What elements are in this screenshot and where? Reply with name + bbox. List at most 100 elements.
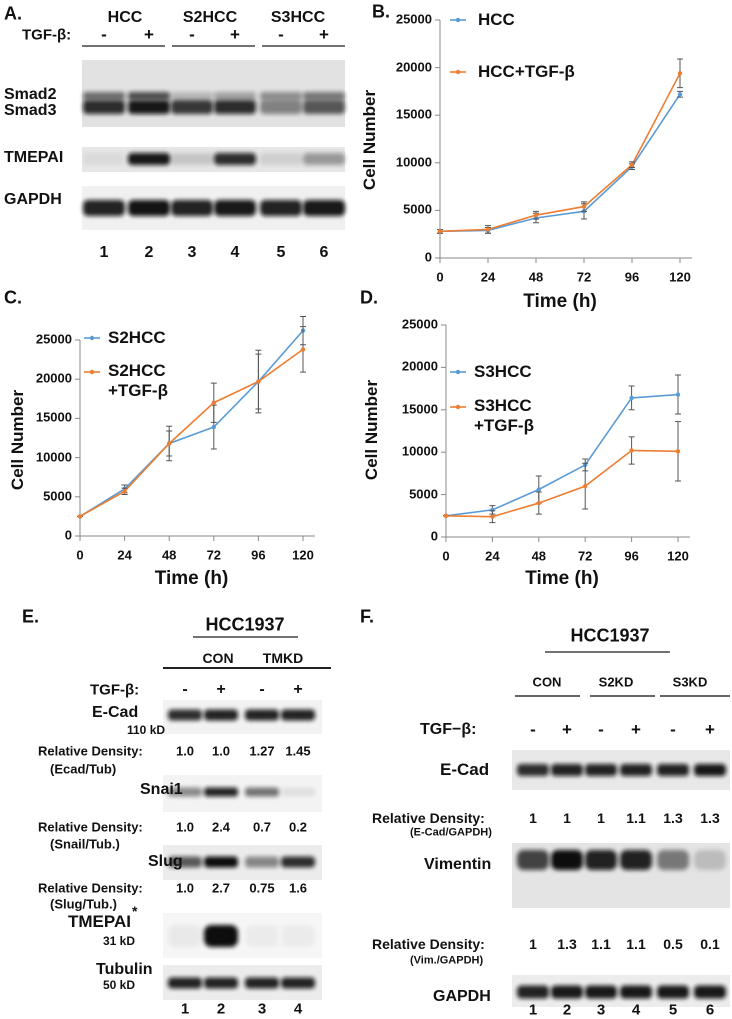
- density-value: 2.7: [211, 880, 231, 896]
- x-tick-label: 120: [669, 269, 691, 285]
- group-header: S2HCC: [182, 8, 238, 26]
- blot-band: [83, 153, 125, 165]
- x-tick-label: 96: [624, 269, 640, 285]
- asterisk: *: [132, 902, 138, 919]
- lane-number: 2: [562, 1001, 572, 1019]
- blot-band: [585, 764, 617, 776]
- data-point: [167, 441, 172, 446]
- treatment-sign: +: [293, 680, 303, 698]
- blot-band: [204, 925, 238, 947]
- treatment-sign: +: [319, 25, 329, 45]
- treatment-sign: -: [598, 720, 604, 740]
- blot-band: [551, 985, 583, 999]
- blot-band: [620, 764, 652, 776]
- density-label: Relative Density:: [38, 743, 143, 759]
- blot-band: [657, 985, 689, 999]
- blot-band: [260, 92, 302, 100]
- blot-band: [260, 200, 302, 216]
- data-point: [675, 392, 681, 397]
- data-point: [122, 489, 127, 494]
- treatment-sign: -: [182, 680, 188, 698]
- density-value: 0.1: [700, 935, 720, 952]
- data-point: [256, 379, 261, 384]
- density-value: 1.1: [626, 809, 646, 826]
- lane-number: 1: [180, 1000, 190, 1018]
- panel-label: F.: [360, 606, 375, 627]
- legend-label: S3HCC +TGF-β: [474, 396, 534, 435]
- treatment-sign: +: [216, 680, 226, 698]
- blot-band: [585, 985, 617, 999]
- y-tick-label: 10000: [395, 154, 432, 170]
- y-tick-label: 20000: [35, 370, 72, 386]
- density-value: 1.6: [288, 880, 308, 896]
- data-point: [485, 227, 491, 232]
- series-line: [79, 330, 304, 518]
- blot-band: [128, 100, 170, 114]
- row-label: GAPDH: [4, 190, 62, 208]
- blot-band: [204, 709, 238, 721]
- x-tick-label: 48: [531, 548, 547, 564]
- blot-band: [281, 977, 315, 989]
- group-header: CON: [532, 674, 562, 690]
- data-point: [437, 229, 443, 234]
- blot-band: [281, 787, 315, 797]
- y-tick-label: 0: [430, 528, 438, 544]
- blot-band: [260, 153, 302, 165]
- lane-number: 6: [705, 1001, 715, 1019]
- data-point: [629, 448, 634, 453]
- blot-band: [214, 153, 256, 165]
- data-point: [211, 400, 216, 405]
- x-tick-label: 24: [480, 269, 496, 285]
- density-value: 1.0: [175, 743, 195, 759]
- row-label: Smad2: [4, 85, 57, 103]
- lane-number: 2: [144, 243, 154, 261]
- row-label: Smad3: [4, 101, 57, 119]
- x-tick-label: 48: [528, 269, 544, 285]
- legend-marker: [89, 335, 95, 341]
- blot-band: [551, 764, 583, 776]
- row-label: E-Cad: [440, 760, 490, 780]
- y-tick-label: 0: [64, 527, 72, 543]
- lane-number: 5: [276, 243, 286, 261]
- blot-band: [83, 200, 125, 216]
- legend-label: S3HCC: [474, 362, 532, 382]
- lane-number: 1: [528, 1001, 538, 1019]
- density-label: Relative Density:: [372, 809, 485, 826]
- panel-label: B.: [372, 1, 390, 22]
- x-axis-label: Time (h): [154, 568, 229, 590]
- blot-band: [171, 200, 213, 216]
- blot-band: [204, 787, 238, 797]
- blot-band: [168, 925, 202, 947]
- blot-band: [245, 925, 279, 947]
- blot-band: [281, 709, 315, 721]
- x-tick-label: 24: [117, 547, 132, 563]
- group-header: S2KD: [598, 674, 634, 690]
- blot-band: [245, 709, 279, 721]
- lane-number: 4: [631, 1001, 641, 1019]
- blot-band: [168, 787, 202, 797]
- density-ratio: (Vim./GAPDH): [410, 954, 484, 967]
- x-tick-label: 48: [161, 547, 177, 563]
- data-point: [77, 514, 83, 519]
- density-value: 1: [597, 809, 605, 826]
- blot-band: [171, 92, 213, 100]
- legend-marker: [455, 369, 461, 375]
- x-tick-label: 72: [206, 547, 222, 563]
- lane-number: 3: [187, 243, 197, 261]
- panel-label: E.: [22, 606, 40, 627]
- mw-label: 50 kD: [103, 978, 136, 993]
- data-point: [677, 92, 683, 97]
- group-header: TMKD: [262, 649, 304, 666]
- legend-marker: [455, 404, 461, 410]
- density-value: 1.0: [211, 743, 231, 759]
- legend-label: S2HCC: [108, 328, 166, 348]
- treatment-label: TGF-β:: [90, 681, 140, 699]
- blot-band: [517, 850, 549, 870]
- x-axis-label: Time (h): [525, 568, 599, 590]
- y-axis-label: Cell Number: [362, 379, 382, 481]
- lane-number: 1: [99, 243, 109, 261]
- treatment-sign: -: [670, 720, 676, 740]
- data-point: [300, 347, 306, 352]
- row-label: E-Cad: [92, 703, 139, 721]
